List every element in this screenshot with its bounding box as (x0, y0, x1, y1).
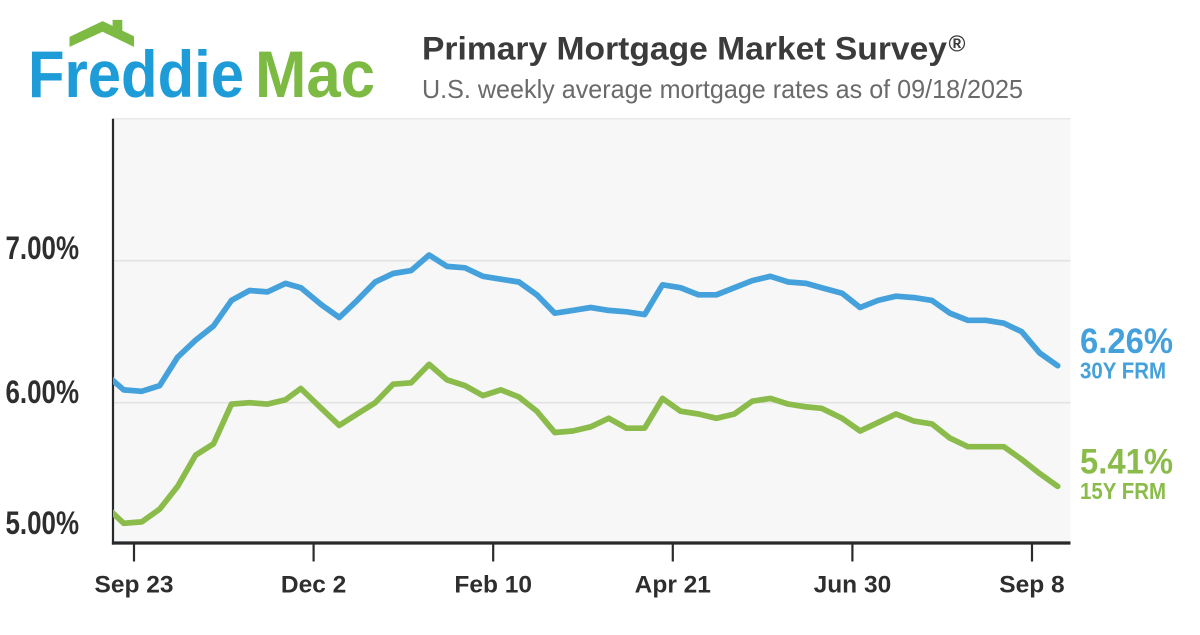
x-tick-label: Feb 10 (454, 572, 532, 599)
y-tick-label: 6.00% (6, 374, 80, 410)
logo-freddie: Freddie (28, 37, 244, 111)
annotation-30y-rate: 6.26% (1080, 322, 1173, 361)
plot-background (113, 118, 1071, 545)
x-axis-labels: Sep 23 Dec 2 Feb 10 Apr 21 Jun 30 Sep 8 (95, 572, 1065, 599)
registered-trademark-symbol: ® (949, 31, 966, 57)
annotation-15y-label: 15Y FRM (1080, 478, 1166, 504)
plot-area (111, 118, 1071, 562)
x-axis-ticks (132, 543, 1034, 562)
page-subtitle: U.S. weekly average mortgage rates as of… (422, 74, 1023, 104)
x-tick-label: Sep 8 (999, 572, 1064, 599)
x-tick-label: Apr 21 (635, 572, 711, 599)
x-tick-label: Jun 30 (814, 572, 892, 599)
annotation-30y-label: 30Y FRM (1080, 358, 1166, 384)
series-line-30y-frm (113, 252, 1061, 395)
x-tick-label: Sep 23 (95, 572, 174, 599)
series-line-15y-frm (113, 361, 1061, 527)
x-tick-label: Dec 2 (281, 572, 346, 599)
y-axis-labels: 7.00% 6.00% 5.00% (6, 230, 80, 541)
logo-mac: Mac (255, 37, 375, 111)
house-roof-icon (69, 19, 134, 47)
page-title: Primary Mortgage Market Survey (422, 31, 947, 67)
series-lines (113, 252, 1061, 527)
annotation-15y-rate: 5.41% (1080, 443, 1173, 482)
y-tick-label: 5.00% (6, 505, 80, 541)
y-tick-label: 7.00% (6, 230, 80, 266)
series-annotations: 6.26% 30Y FRM 5.41% 15Y FRM (1080, 322, 1173, 504)
freddie-mac-logo: Freddie Mac (28, 19, 375, 111)
